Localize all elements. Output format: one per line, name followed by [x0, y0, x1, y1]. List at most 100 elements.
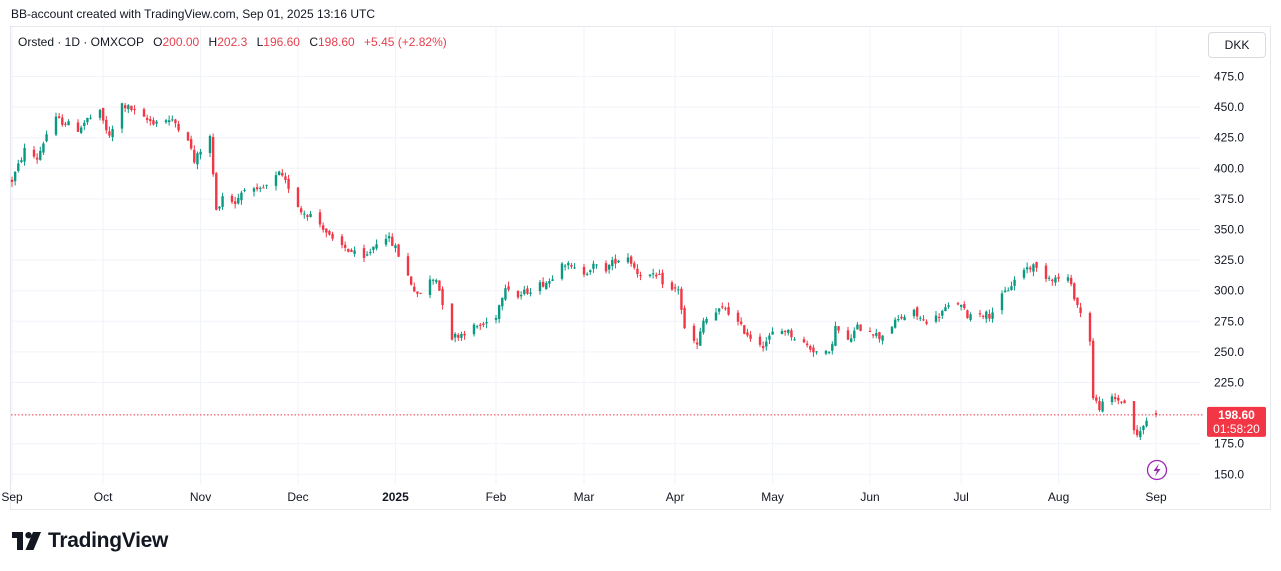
- candle: [255, 183, 259, 192]
- candle: [1066, 274, 1070, 283]
- candle: [761, 341, 765, 352]
- candle: [208, 134, 212, 157]
- candle: [1029, 265, 1032, 273]
- candle: [1000, 290, 1004, 315]
- candle: [611, 256, 614, 271]
- candle: [167, 115, 171, 126]
- candle: [111, 125, 114, 142]
- candle: [988, 309, 991, 322]
- candle: [350, 248, 353, 253]
- candle: [199, 148, 202, 160]
- candle: [375, 239, 378, 251]
- candle: [680, 286, 683, 315]
- candle: [736, 310, 740, 326]
- time-tick-label: Jul: [953, 490, 968, 504]
- tradingview-logo-text: TradingView: [48, 529, 169, 552]
- candle: [243, 188, 246, 193]
- candle: [494, 315, 498, 324]
- candle: [431, 278, 435, 285]
- tradingview-logo[interactable]: TradingView: [12, 529, 168, 553]
- candle: [497, 304, 501, 324]
- candle: [306, 213, 309, 221]
- candle: [362, 244, 366, 263]
- candle: [981, 314, 985, 320]
- candle: [397, 243, 400, 258]
- candle: [1135, 425, 1139, 438]
- candle: [325, 228, 328, 238]
- candle: [145, 114, 149, 124]
- candle: [1076, 297, 1079, 308]
- candle: [76, 119, 80, 132]
- candle: [589, 269, 592, 275]
- legend-open-label: O: [153, 35, 163, 49]
- candle: [937, 313, 941, 323]
- candle: [86, 117, 89, 125]
- time-axis: Sep Oct Nov Dec 2025 Feb Mar Apr May Jun Jul Aug Sep: [1, 490, 1167, 504]
- candle: [849, 334, 853, 343]
- candle: [746, 328, 749, 338]
- legend-symbol[interactable]: Orsted · 1D · OMXCOP: [18, 35, 144, 49]
- price-tick-label: 450.0: [1214, 100, 1244, 114]
- candle: [805, 340, 809, 348]
- candle: [504, 284, 507, 302]
- candle: [815, 350, 818, 355]
- candle: [875, 328, 878, 339]
- candle: [281, 169, 284, 177]
- candle: [369, 248, 372, 256]
- candle: [699, 327, 702, 347]
- candle: [79, 125, 83, 134]
- bolt-icon[interactable]: [1146, 459, 1168, 481]
- candle: [259, 186, 262, 193]
- candle: [419, 292, 422, 295]
- candle: [347, 248, 350, 253]
- candle: [171, 115, 174, 122]
- candle: [629, 255, 633, 267]
- candle: [120, 102, 124, 134]
- legend-close-value: 198.60: [318, 35, 355, 49]
- candle: [123, 103, 127, 113]
- time-tick-label: May: [761, 490, 784, 504]
- candle: [1022, 267, 1026, 280]
- candle: [45, 130, 48, 143]
- legend-change: +5.45 (+2.82%): [364, 35, 447, 49]
- price-axis: 475.0 450.0 425.0 400.0 375.0 350.0 325.0 300.0…: [1214, 70, 1244, 482]
- price-tick-label: 300.0: [1214, 284, 1244, 298]
- price-tick-label: 150.0: [1214, 467, 1244, 481]
- last-price-badge-price: 198.60: [1218, 408, 1255, 422]
- candle: [1073, 282, 1076, 302]
- candle: [541, 277, 545, 288]
- candle: [387, 232, 391, 243]
- candle: [428, 275, 432, 299]
- currency-button[interactable]: DKK: [1208, 32, 1266, 58]
- candle: [529, 287, 532, 297]
- time-tick-label: Nov: [190, 490, 211, 504]
- candle: [827, 351, 831, 355]
- candle: [416, 291, 419, 298]
- candle: [413, 282, 416, 292]
- candle: [1057, 273, 1060, 282]
- candle: [105, 115, 108, 134]
- candle: [155, 120, 158, 127]
- candle: [705, 316, 708, 325]
- candle: [903, 314, 906, 321]
- created-by-text: BB-account created with TradingView.com,…: [11, 7, 375, 21]
- candle: [1032, 263, 1035, 277]
- candle: [57, 112, 61, 119]
- candle: [372, 246, 375, 254]
- candle: [20, 157, 23, 164]
- candle: [108, 126, 111, 138]
- price-tick-label: 175.0: [1214, 437, 1244, 451]
- candle: [233, 196, 237, 209]
- candle: [507, 281, 510, 292]
- candle: [328, 229, 331, 236]
- candle: [900, 314, 903, 320]
- candle: [318, 209, 322, 228]
- candle: [824, 350, 828, 356]
- candle: [545, 281, 548, 290]
- candle: [582, 263, 586, 278]
- candle: [636, 264, 639, 278]
- candle: [193, 145, 196, 164]
- candle: [985, 310, 988, 323]
- candle: [287, 174, 290, 193]
